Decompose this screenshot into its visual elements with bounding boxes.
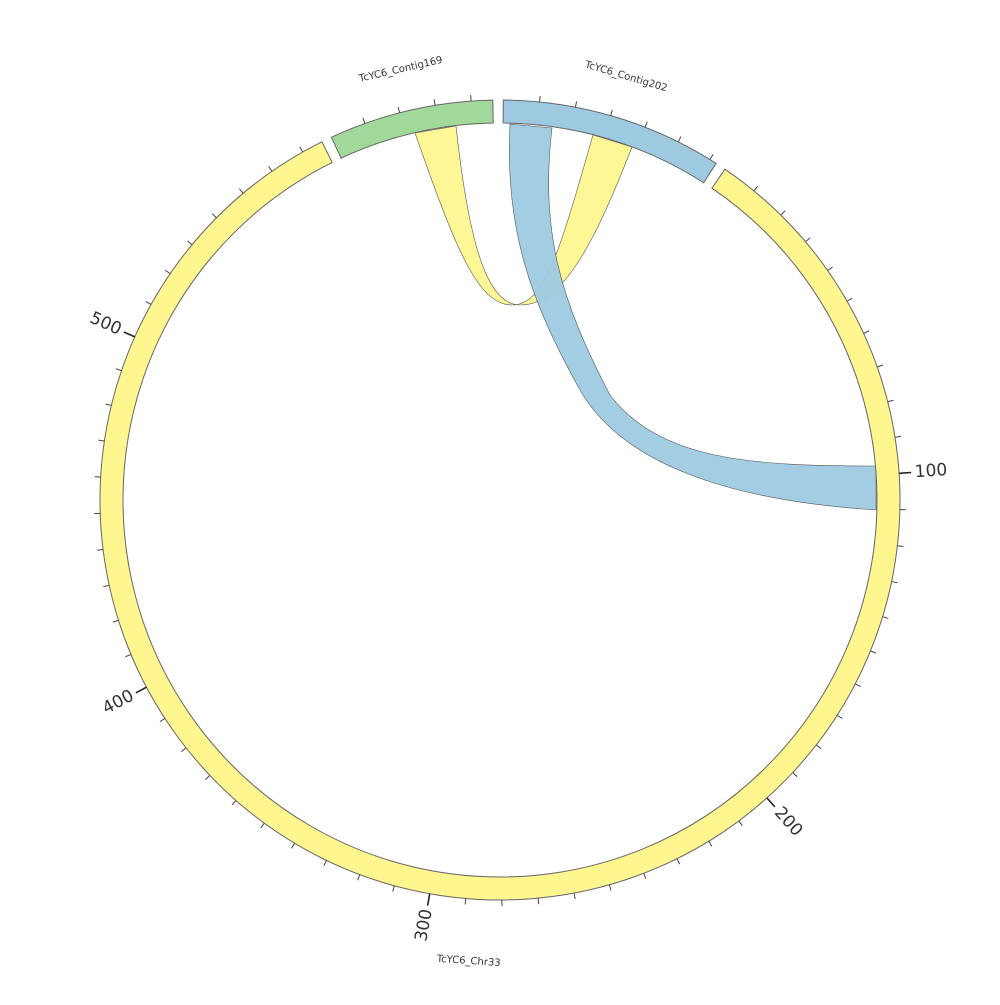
segment-contig169 [331,100,493,158]
minor-tick [146,302,151,305]
tick-label-100: 100 [914,460,948,482]
segment-chr33 [100,142,900,900]
minor-tick [574,893,575,899]
minor-tick [538,898,539,904]
minor-tick [212,214,216,218]
minor-tick [106,404,112,405]
minor-tick [864,331,869,333]
minor-tick [754,186,758,191]
tick-label-200: 200 [770,803,807,841]
minor-tick [877,365,883,367]
minor-tick [644,873,646,879]
minor-tick [181,748,186,752]
minor-tick [709,841,712,846]
minor-tick [837,715,842,718]
segment-layer [100,100,900,900]
minor-tick [160,718,165,721]
minor-tick [465,899,466,905]
minor-tick [897,546,903,547]
minor-tick [855,684,860,687]
minor-tick [781,211,785,215]
minor-tick [540,96,541,102]
minor-tick [300,147,303,152]
minor-tick [645,122,647,128]
minor-tick [98,440,104,441]
minor-tick [888,400,894,401]
minor-tick [165,270,170,273]
minor-tick [847,298,852,301]
minor-tick [269,166,272,171]
tick-label-400: 400 [99,686,137,719]
minor-tick [710,154,713,159]
minor-tick [113,620,119,622]
major-tick [136,687,147,693]
major-tick [124,332,135,337]
minor-tick [205,775,209,779]
minor-tick [575,101,576,107]
tick-label-300: 300 [411,908,436,943]
ribbon-layer [415,124,876,510]
minor-tick [358,875,360,881]
minor-tick [393,886,395,892]
minor-tick [125,654,131,656]
minor-tick [828,267,833,270]
sequence-label-contig202: TcYC6_Contig202 [583,59,669,94]
minor-tick [261,823,265,828]
minor-tick [870,651,876,653]
minor-tick [434,99,435,105]
minor-tick [678,137,681,142]
tick-label-500: 500 [87,308,125,339]
minor-tick [883,617,889,619]
major-tick [899,473,911,474]
minor-tick [232,800,236,805]
major-tick [428,894,430,906]
minor-tick [793,773,797,777]
minor-tick [187,241,192,245]
minor-tick [739,821,743,826]
minor-tick [816,745,821,749]
minor-tick [398,107,400,113]
major-tick [767,798,775,807]
minor-tick [609,885,611,891]
minor-tick [103,585,109,586]
minor-tick [324,860,327,865]
minor-tick [892,582,898,583]
minor-tick [677,859,680,864]
minor-tick [97,550,103,551]
minor-tick [291,843,294,848]
sequence-label-chr33: TcYC6_Chr33 [435,954,501,969]
minor-tick [116,369,122,371]
link-ribbon-contig202-chr33 [509,124,876,510]
minor-tick [363,118,365,124]
minor-tick [805,238,810,242]
minor-tick [611,110,613,116]
minor-tick [239,189,243,194]
sequence-label-contig169: TcYC6_Contig169 [357,55,444,85]
minor-tick [895,436,901,437]
